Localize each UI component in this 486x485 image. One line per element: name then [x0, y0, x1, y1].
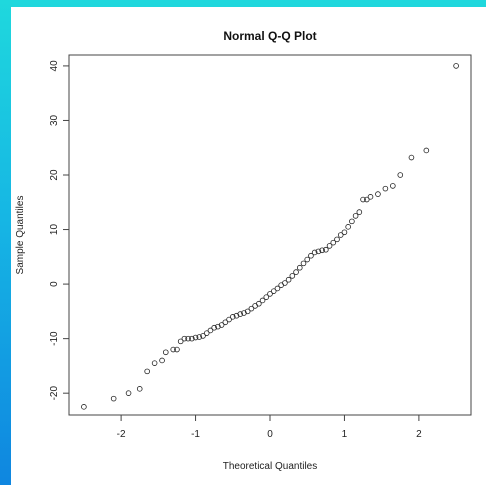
- y-tick-label: -20: [49, 386, 60, 401]
- data-point: [211, 324, 217, 331]
- data-point: [159, 357, 165, 364]
- data-point: [237, 311, 244, 317]
- data-point: [170, 346, 177, 353]
- data-point: [192, 334, 199, 341]
- data-point: [270, 288, 277, 294]
- y-tick-label: -10: [49, 331, 60, 346]
- data-points: [81, 63, 459, 410]
- data-point: [423, 147, 430, 154]
- data-point: [189, 335, 195, 342]
- data-point: [308, 252, 314, 259]
- data-point: [326, 243, 333, 249]
- x-tick-label: 0: [267, 429, 273, 440]
- data-point: [390, 183, 396, 189]
- y-axis: -20 -10 0 10 20 30 40: [49, 60, 69, 400]
- data-point: [185, 335, 191, 342]
- data-point: [293, 269, 299, 275]
- data-point: [345, 224, 351, 230]
- data-point: [289, 273, 296, 279]
- data-point: [296, 264, 303, 271]
- data-point: [315, 248, 322, 255]
- y-tick-label: 20: [49, 169, 60, 181]
- data-point: [196, 334, 203, 340]
- data-point: [341, 229, 348, 236]
- y-tick-label: 40: [49, 60, 60, 72]
- data-point: [300, 260, 307, 267]
- y-axis-title: Sample Quantiles: [15, 196, 26, 275]
- data-point: [229, 314, 236, 320]
- data-point: [200, 333, 206, 339]
- data-point: [356, 209, 363, 215]
- data-point: [334, 236, 340, 243]
- data-point: [162, 349, 169, 356]
- data-point: [367, 194, 374, 200]
- data-point: [352, 213, 359, 219]
- plot-area-border: [68, 54, 472, 416]
- x-tick-label: 1: [342, 429, 348, 440]
- data-point: [363, 196, 370, 203]
- data-point: [319, 247, 325, 254]
- chart-title: Normal Q-Q Plot: [223, 29, 316, 43]
- data-point: [267, 291, 273, 297]
- data-point: [248, 305, 255, 312]
- x-axis: -2 -1 0 1 2: [117, 415, 422, 440]
- data-point: [382, 185, 389, 192]
- data-point: [181, 335, 188, 342]
- data-point: [218, 322, 225, 328]
- data-point: [81, 404, 87, 410]
- data-point: [241, 310, 247, 316]
- data-point: [337, 232, 344, 238]
- data-point: [263, 294, 270, 300]
- y-tick-label: 10: [49, 224, 60, 236]
- data-point: [330, 239, 337, 246]
- data-point: [144, 368, 150, 375]
- data-point: [151, 360, 158, 366]
- data-point: [304, 256, 311, 263]
- y-tick-label: 30: [49, 114, 60, 126]
- data-point: [174, 346, 180, 353]
- data-point: [177, 338, 184, 345]
- data-point: [259, 297, 266, 304]
- x-tick-label: 2: [416, 429, 422, 440]
- data-point: [311, 249, 318, 256]
- data-point: [203, 330, 210, 336]
- data-point: [323, 246, 329, 253]
- data-point: [110, 395, 117, 402]
- data-point: [360, 196, 366, 203]
- data-point: [408, 154, 415, 161]
- data-point: [233, 312, 240, 319]
- data-point: [282, 280, 288, 286]
- x-axis-title: Theoretical Quantiles: [223, 461, 318, 472]
- qq-plot-svg: Normal Q-Q Plot -2 -1 0 1 2 -20-10010203040 …: [15, 29, 472, 472]
- data-point: [136, 386, 143, 392]
- data-point: [244, 308, 251, 315]
- data-point: [256, 300, 262, 307]
- data-point: [222, 319, 229, 326]
- x-tick-label: -1: [191, 429, 200, 440]
- data-point: [226, 316, 232, 323]
- data-point: [397, 172, 404, 178]
- plot-panel: Normal Q-Q Plot -2 -1 0 1 2 -20 -10 0 10 20 30 40 …: [11, 7, 486, 485]
- data-point: [125, 390, 132, 396]
- data-point: [349, 218, 355, 225]
- data-point: [215, 323, 221, 330]
- y-tick-label: 0: [49, 281, 60, 287]
- data-point: [207, 327, 214, 334]
- data-point: [285, 276, 292, 283]
- data-point: [453, 63, 459, 69]
- data-point: [375, 191, 381, 197]
- x-tick-label: -2: [117, 429, 126, 440]
- data-point: [274, 285, 281, 292]
